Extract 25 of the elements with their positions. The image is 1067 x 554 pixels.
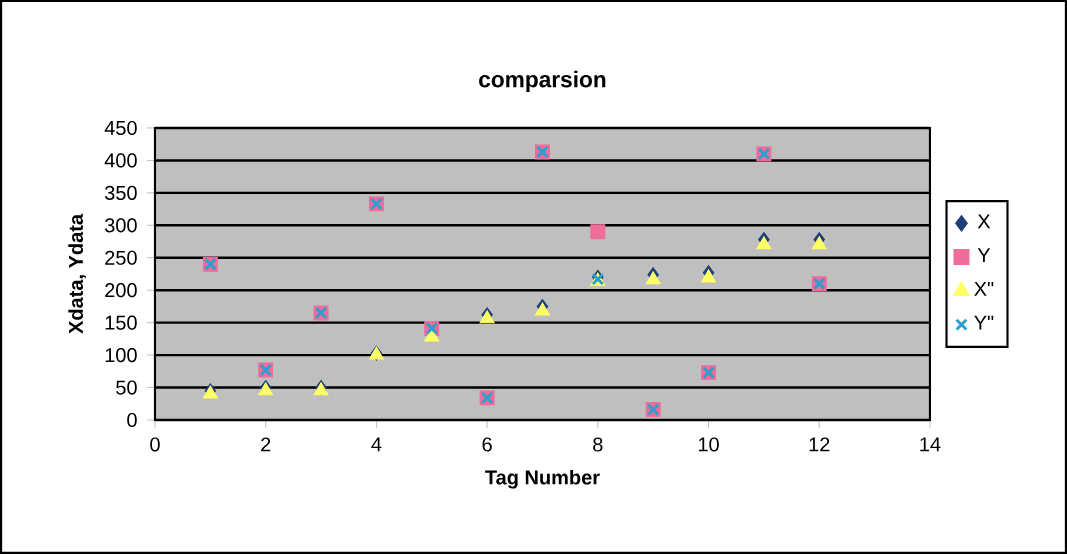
x-tick-label: 2 bbox=[261, 437, 271, 452]
x-tick-label: 0 bbox=[150, 437, 160, 452]
x-tick-label: 10 bbox=[698, 437, 719, 452]
y-tick-label: 400 bbox=[104, 153, 137, 168]
legend-label: Y" bbox=[974, 315, 994, 330]
y-tick-label: 300 bbox=[104, 218, 137, 233]
y-tick-label: 350 bbox=[104, 185, 137, 200]
y-tick-label: 50 bbox=[116, 380, 137, 395]
legend-label: X bbox=[977, 214, 991, 229]
y-tick-label: 100 bbox=[105, 348, 137, 363]
y-tick-label: 250 bbox=[105, 250, 137, 265]
legend-label: X" bbox=[974, 281, 994, 296]
x-tick-label: 12 bbox=[809, 437, 830, 452]
chart-title: comparsion bbox=[479, 70, 606, 92]
y-tick-label: 200 bbox=[105, 283, 137, 298]
y-tick-label: 450 bbox=[104, 120, 137, 136]
y-tick-label: 150 bbox=[105, 315, 137, 330]
legend-label: Y bbox=[977, 248, 991, 262]
y-axis-title: Xdata, Ydata bbox=[68, 213, 86, 334]
x-tick-label: 6 bbox=[482, 437, 492, 452]
x-tick-label: 4 bbox=[371, 437, 382, 452]
x-tick-label: 8 bbox=[593, 437, 603, 452]
x-axis-title: Tag Number bbox=[485, 469, 600, 489]
x-tick-label: 14 bbox=[920, 437, 941, 452]
y-tick-label: 0 bbox=[127, 412, 137, 428]
